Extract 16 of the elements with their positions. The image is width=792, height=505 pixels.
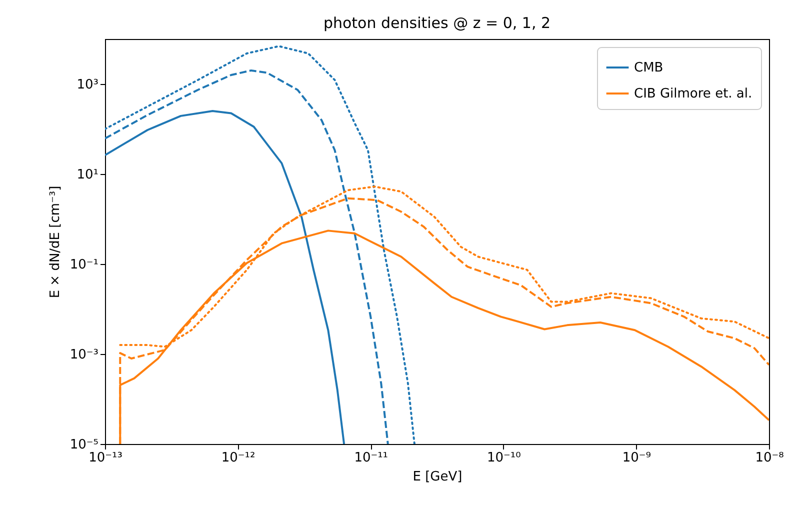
legend-label: CMB xyxy=(634,60,664,76)
x-axis-title: E [GeV] xyxy=(412,470,462,484)
legend-label: CIB Gilmore et. al. xyxy=(634,86,752,102)
x-tick-label: 10⁻¹³ xyxy=(88,450,122,466)
x-tick-label: 10⁻¹² xyxy=(221,450,256,466)
y-tick-label: 10¹ xyxy=(76,168,98,182)
chart-title: photon densities @ z = 0, 1, 2 xyxy=(323,14,551,32)
x-tick-label: 10⁻⁹ xyxy=(622,450,652,466)
x-tick-label: 10⁻¹¹ xyxy=(354,450,388,466)
y-tick-label: 10⁻¹ xyxy=(70,258,98,272)
x-tick-label: 10⁻⁸ xyxy=(755,450,784,466)
x-tick-label: 10⁻¹⁰ xyxy=(486,450,521,466)
y-tick-label: 10⁻⁵ xyxy=(70,438,98,452)
y-tick-label: 10³ xyxy=(76,78,98,92)
y-tick-label: 10⁻³ xyxy=(70,348,98,362)
y-axis-title: E × dN/dE [cm⁻³] xyxy=(48,186,63,298)
